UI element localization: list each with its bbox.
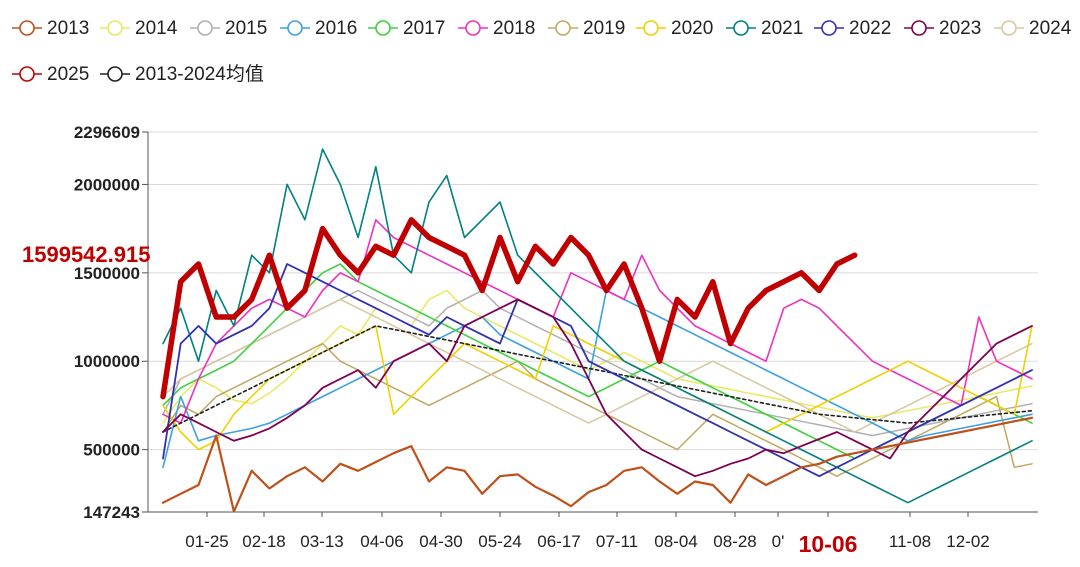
y-tick-label: 500000 (83, 441, 140, 460)
legend-item-2018[interactable]: 2018 (458, 18, 535, 39)
x-tick-label: 07-11 (596, 532, 638, 551)
series-line-2013-2024 (162, 325, 1033, 433)
legend-label: 2020 (671, 18, 713, 39)
legend-item-2013[interactable]: 2013 (12, 18, 89, 39)
axes: 147243 500000 1000000 1500000 2000000 2296609… (74, 123, 1038, 557)
legend-marker-circle (287, 20, 303, 36)
legend-marker-circle (375, 20, 391, 36)
x-tick-label: 04-30 (419, 532, 462, 551)
x-tick-label: 01-25 (185, 532, 228, 551)
legend-item-2023[interactable]: 2023 (904, 18, 981, 39)
y-tick-label: 1500000 (74, 264, 140, 283)
legend-label: 2022 (849, 18, 891, 39)
legend-label: 2024 (1029, 18, 1072, 39)
legend-item-2021[interactable]: 2021 (726, 18, 803, 39)
labels-layer: 1599542.915 (22, 242, 150, 267)
legend-marker-circle (643, 20, 659, 36)
legend-marker-circle (1001, 20, 1017, 36)
x-tick-label: 08-04 (654, 532, 697, 551)
legend-item-2020[interactable]: 2020 (636, 18, 713, 39)
x-tick-label: 03-13 (300, 532, 343, 551)
legend-label: 2016 (315, 18, 357, 39)
legend-label: 2015 (225, 18, 267, 39)
legend-marker-circle (19, 20, 35, 36)
legend: 2013 2014 2015 2016 2017 2018 2019 2020 2021 2022… (12, 18, 1072, 85)
series-line-2024 (162, 298, 1033, 433)
x-tick-label: 04-06 (360, 532, 403, 551)
legend-marker-circle (197, 20, 213, 36)
legend-label: 2017 (403, 18, 445, 39)
legend-label: 2019 (583, 18, 625, 39)
legend-label: 2023 (939, 18, 981, 39)
legend-marker-circle (465, 20, 481, 36)
series-line-2013 (161, 416, 1034, 513)
series-line-2025 (160, 217, 858, 400)
x-tick-label-highlight: 10-06 (799, 531, 858, 557)
legend-label: 2021 (761, 18, 803, 39)
legend-item-2015[interactable]: 2015 (190, 18, 267, 39)
legend-marker-circle (821, 20, 837, 36)
series-line-2019 (162, 342, 1033, 477)
y-tick-label: 2296609 (74, 123, 140, 142)
legend-item-2014[interactable]: 2014 (100, 18, 178, 39)
y-tick-label: 2000000 (74, 175, 140, 194)
legend-marker-circle (733, 20, 749, 36)
x-tick-label: 02-18 (242, 532, 285, 551)
legend-label: 2025 (47, 64, 89, 85)
series-line-2021 (162, 148, 1033, 504)
legend-label: 2013-2024均值 (135, 63, 264, 85)
x-tick-label: 12-02 (946, 532, 989, 551)
series-line-2018 (162, 219, 1033, 424)
legend-item-2017[interactable]: 2017 (368, 18, 445, 39)
x-tick-label: 11-08 (889, 532, 931, 551)
legend-label: 2018 (493, 18, 535, 39)
legend-item-2022[interactable]: 2022 (814, 18, 891, 39)
legend-item-2016[interactable]: 2016 (280, 18, 357, 39)
legend-marker-circle (107, 20, 123, 36)
x-tick-label: 05-24 (478, 532, 521, 551)
series-line-2020 (162, 325, 1033, 451)
x-tick-label: 0' (772, 532, 785, 551)
y-tick-label: 147243 (83, 503, 140, 522)
legend-label: 2014 (135, 18, 178, 39)
legend-marker-circle (911, 20, 927, 36)
legend-item-2019[interactable]: 2019 (548, 18, 625, 39)
x-tick-label: 06-17 (537, 532, 580, 551)
legend-label: 2013 (47, 18, 89, 39)
series-line-2023 (162, 298, 1033, 478)
legend-marker-circle (107, 66, 123, 82)
legend-marker-circle (19, 66, 35, 82)
legend-item-2013-2024[interactable]: 2013-2024均值 (100, 63, 264, 85)
x-tick-label: 08-28 (713, 532, 756, 551)
series-layer (160, 148, 1034, 513)
legend-item-2024[interactable]: 2024 (994, 18, 1072, 39)
legend-item-2025[interactable]: 2025 (12, 64, 89, 85)
y-tick-label: 1000000 (74, 352, 140, 371)
current-value-label: 1599542.915 (22, 242, 150, 267)
legend-marker-circle (555, 20, 571, 36)
